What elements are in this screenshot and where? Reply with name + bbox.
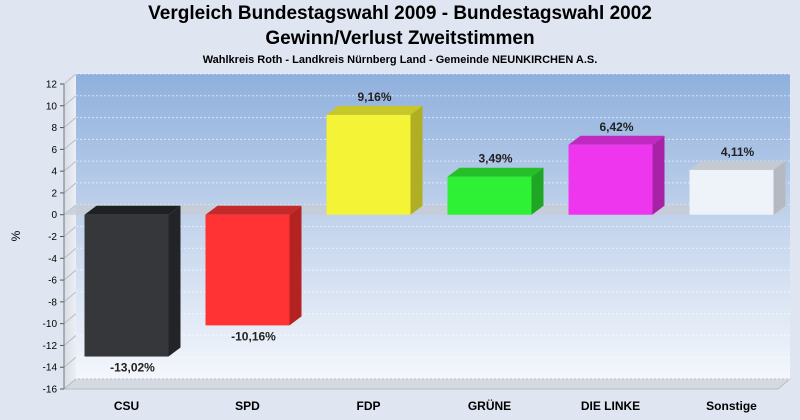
y-tick-label: -14 <box>43 363 58 374</box>
bar-front <box>326 114 411 215</box>
grid-diagonal <box>63 378 77 390</box>
data-label: 3,49% <box>478 152 512 166</box>
y-tick-label: -2 <box>48 232 57 243</box>
bar-front <box>205 214 290 326</box>
y-tick-label: -4 <box>48 254 57 265</box>
grid-diagonal <box>63 335 77 346</box>
y-tick-label: 12 <box>46 80 58 91</box>
y-tick-label: 8 <box>51 123 57 134</box>
x-tick-label: Sonstige <box>706 399 757 413</box>
chart-subsubtitle: Wahlkreis Roth - Landkreis Nürnberg Land… <box>202 54 598 66</box>
y-tick-label: 4 <box>51 167 57 178</box>
bars <box>84 105 786 357</box>
x-tick-label: CSU <box>114 399 139 413</box>
bar-top <box>326 105 423 115</box>
grid-diagonal <box>63 247 77 259</box>
bar-front <box>447 176 532 215</box>
bar-top <box>689 160 786 170</box>
axis-layer: -16 -14 -12 -10 -8 -6 -4 -2 0 2 4 6 8 10 12 <box>43 73 792 396</box>
y-tick-label: -10 <box>43 319 58 330</box>
bar-spd <box>205 205 302 326</box>
bar-front <box>84 214 169 357</box>
bar-front <box>568 144 653 215</box>
y-tick-label: 10 <box>46 101 58 112</box>
bar-die-linke <box>568 135 665 215</box>
bar-csu <box>84 205 181 357</box>
bar-top <box>84 205 181 215</box>
data-label: 9,16% <box>357 90 391 104</box>
grid-diagonal <box>63 182 77 194</box>
grid-diagonal <box>63 269 77 281</box>
y-tick-label: -6 <box>48 276 57 287</box>
y-axis-label: % <box>9 230 23 241</box>
grid-diagonal <box>63 73 77 85</box>
bar-side <box>652 135 665 215</box>
data-label: 6,42% <box>599 120 633 134</box>
y-tick-label: -16 <box>43 385 58 396</box>
y-tick-label: 6 <box>51 145 57 156</box>
grid-diagonal <box>63 313 77 325</box>
x-tick-label: SPD <box>235 399 260 413</box>
grid-diagonal <box>63 117 77 128</box>
x-tick-label: GRÜNE <box>468 398 511 413</box>
x-tick-label: DIE LINKE <box>581 399 640 413</box>
bar-fdp <box>326 105 423 215</box>
bar-side <box>168 205 181 357</box>
bar-top <box>205 205 302 215</box>
data-label: -13,02% <box>110 361 155 375</box>
bar-top <box>568 135 665 145</box>
chart-subtitle: Gewinn/Verlust Zweitstimmen <box>265 28 535 49</box>
grid-diagonal <box>63 226 77 237</box>
bar-side <box>773 160 786 215</box>
y-tick-label: -12 <box>43 341 58 352</box>
bar-side <box>410 105 423 215</box>
bar-top <box>447 167 544 177</box>
grid-diagonal <box>63 160 77 172</box>
y-tick-label: -8 <box>48 297 57 308</box>
bar-side <box>531 167 544 215</box>
bar-front <box>689 169 774 215</box>
bar-side <box>289 205 302 326</box>
data-label: 4,11% <box>721 145 755 159</box>
bar-grüne <box>447 167 544 215</box>
chart-title: Vergleich Bundestagswahl 2009 - Bundesta… <box>148 3 652 24</box>
grid-diagonal <box>63 138 77 150</box>
labels: -13,02% CSU -10,16% SPD 9,16% FDP 3,49% GRÜNE 6,… <box>110 90 757 413</box>
data-label: -10,16% <box>231 329 276 343</box>
grid-diagonal <box>63 95 77 107</box>
grid-diagonal <box>63 356 77 368</box>
bar-sonstige <box>689 160 786 215</box>
y-tick-label: 2 <box>51 188 57 199</box>
floor <box>62 378 792 390</box>
x-tick-label: FDP <box>357 399 381 413</box>
y-tick-label: 0 <box>51 210 57 221</box>
grid-diagonal <box>63 291 77 303</box>
